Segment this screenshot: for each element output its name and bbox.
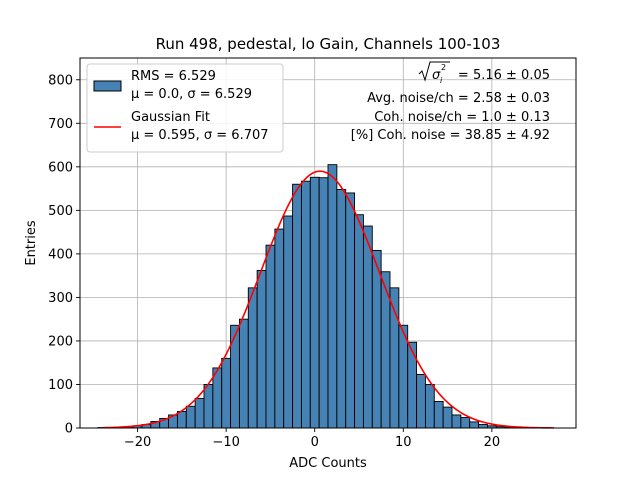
histogram-bar xyxy=(442,406,453,429)
x-axis-label: ADC Counts xyxy=(289,456,367,471)
coh-noise-annotation: Coh. noise/ch = 1.0 ± 0.13 xyxy=(374,110,550,125)
y-tick-label: 700 xyxy=(48,117,73,132)
histogram-bar xyxy=(433,400,444,429)
y-tick-label: 500 xyxy=(48,204,73,219)
sigma-symbol: σ xyxy=(432,68,441,83)
x-tick-label: 0 xyxy=(311,435,319,450)
x-axis-ticks: −20 −10 0 10 20 xyxy=(124,428,500,450)
histogram-bar xyxy=(345,192,356,429)
histogram-bar xyxy=(478,424,488,429)
histogram-bar xyxy=(265,244,276,429)
histogram-bar xyxy=(300,180,311,429)
histogram-bar xyxy=(451,414,462,429)
sigma-sum-value: = 5.16 ± 0.05 xyxy=(458,68,550,83)
legend-histogram-swatch xyxy=(93,80,122,92)
axes-frame xyxy=(79,57,577,429)
histogram-bar xyxy=(274,228,285,429)
histogram-bar xyxy=(336,189,347,429)
sigma-superscript: 2 xyxy=(441,63,446,72)
histogram-bar xyxy=(221,357,232,429)
y-tick-label: 0 xyxy=(65,422,73,437)
histogram-bar xyxy=(292,183,302,429)
legend-histogram-label-1: RMS = 6.529 xyxy=(131,69,216,84)
x-tick-label: 20 xyxy=(484,435,501,450)
y-tick-label: 300 xyxy=(48,291,73,306)
histogram-bar xyxy=(283,215,294,429)
legend-fit-label-1: Gaussian Fit xyxy=(131,110,210,125)
histogram-bar xyxy=(247,287,258,429)
histogram-bar xyxy=(238,318,249,429)
sigma-sum-annotation: σ i 2 = 5.16 ± 0.05 xyxy=(418,61,550,85)
histogram-bar xyxy=(362,225,373,429)
histogram-bar xyxy=(460,417,471,429)
y-tick-label: 200 xyxy=(48,334,73,349)
histogram-bar xyxy=(327,164,338,429)
histogram-bar xyxy=(407,341,418,429)
y-tick-label: 400 xyxy=(48,247,73,262)
histogram-bar xyxy=(318,177,329,429)
histogram-bar xyxy=(371,249,382,429)
legend: RMS = 6.529 μ = 0.0, σ = 6.529 Gaussian … xyxy=(86,63,284,153)
histogram-bar xyxy=(256,269,267,429)
noise-annotations: σ i 2 = 5.16 ± 0.05 Avg. noise/ch = 2.58… xyxy=(351,61,550,143)
x-tick-label: 10 xyxy=(395,435,412,450)
histogram-bar xyxy=(469,421,480,429)
histogram-bar xyxy=(203,384,214,429)
histogram-bar xyxy=(185,405,196,429)
sigma-subscript: i xyxy=(440,76,443,85)
y-tick-label: 600 xyxy=(48,160,73,175)
histogram-bars xyxy=(97,164,542,429)
chart-title: Run 498, pedestal, lo Gain, Channels 100… xyxy=(156,35,501,53)
legend-fit-label-2: μ = 0.595, σ = 6.707 xyxy=(131,128,269,143)
gaussian-fit-line xyxy=(102,170,554,429)
y-tick-label: 800 xyxy=(48,73,73,88)
x-tick-label: −10 xyxy=(212,435,239,450)
avg-noise-annotation: Avg. noise/ch = 2.58 ± 0.03 xyxy=(367,91,550,106)
histogram-bar xyxy=(176,411,187,429)
x-tick-label: −20 xyxy=(124,435,151,450)
y-tick-label: 100 xyxy=(48,378,73,393)
histogram-bar xyxy=(424,384,435,429)
histogram-bar xyxy=(309,176,320,429)
sqrt-symbol xyxy=(418,61,450,82)
legend-histogram-label-2: μ = 0.0, σ = 6.529 xyxy=(131,87,252,102)
legend-box xyxy=(86,63,284,153)
pct-coh-noise-annotation: [%] Coh. noise = 38.85 ± 4.92 xyxy=(351,128,550,143)
histogram-bar xyxy=(212,367,223,429)
histogram-bar xyxy=(354,214,364,429)
histogram-bar xyxy=(416,374,426,429)
histogram-bar xyxy=(194,397,205,429)
y-axis-label: Entries xyxy=(24,220,39,266)
y-axis-ticks: 0 100 200 300 400 500 600 700 800 xyxy=(48,73,80,437)
